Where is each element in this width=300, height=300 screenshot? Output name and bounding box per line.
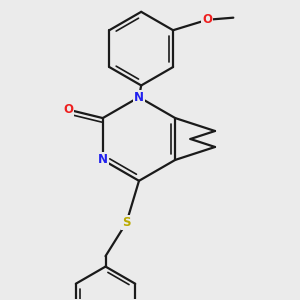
- Text: O: O: [64, 103, 74, 116]
- Text: N: N: [134, 91, 144, 104]
- Text: O: O: [202, 13, 212, 26]
- Text: N: N: [98, 153, 108, 167]
- Text: S: S: [122, 216, 131, 229]
